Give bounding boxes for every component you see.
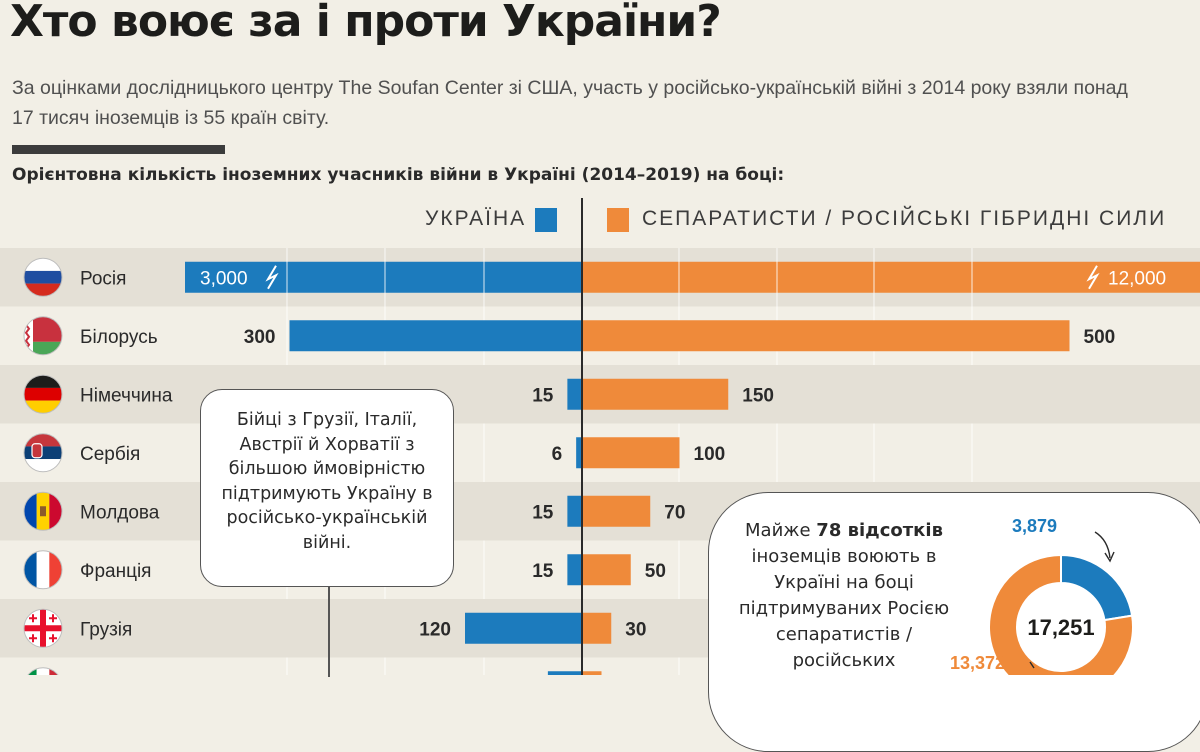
bar-separatists bbox=[582, 495, 651, 527]
donut-chart: 17,251 3,879 13,372 bbox=[950, 516, 1134, 675]
value-label-ukraine: 120 bbox=[419, 619, 451, 640]
bar-ukraine bbox=[567, 554, 582, 586]
donut-arrow bbox=[1094, 531, 1111, 559]
country-label: Сербія bbox=[80, 444, 140, 465]
bar-separatists bbox=[582, 612, 612, 644]
donut-slice-separatists bbox=[988, 553, 1134, 675]
value-label-separatists: 100 bbox=[694, 444, 726, 465]
value-label-separatists: 50 bbox=[645, 561, 666, 582]
axis-break-mark bbox=[1086, 265, 1100, 290]
france-flag-icon bbox=[24, 550, 62, 589]
georgia-flag-icon bbox=[24, 609, 62, 648]
flag-ring bbox=[23, 491, 63, 531]
flag-ring bbox=[23, 550, 63, 590]
country-label: Білорусь bbox=[80, 327, 158, 348]
bar-separatists bbox=[582, 320, 1070, 352]
value-label-ukraine: 15 bbox=[532, 561, 554, 582]
value-label-ukraine: 6 bbox=[552, 444, 563, 465]
moldova-flag-icon bbox=[24, 492, 62, 531]
page-subtitle: За оцінками дослідницького центру The So… bbox=[12, 77, 1128, 129]
germany-flag-icon bbox=[24, 375, 62, 414]
bar-ukraine bbox=[547, 671, 582, 675]
callout-leader-line bbox=[328, 587, 330, 677]
stat-text: Майже 78 відсотків іноземців воюють в Ук… bbox=[730, 518, 958, 674]
chart-heading: Орієнтовна кількість іноземних учасників… bbox=[12, 165, 785, 185]
title-rule bbox=[12, 145, 225, 154]
value-label-ukraine: 15 bbox=[532, 385, 554, 406]
axis-break-mark bbox=[265, 265, 279, 290]
flag-ring bbox=[23, 433, 63, 473]
page-title: Хто воює за і проти України? bbox=[10, 0, 722, 47]
value-label-separatists: 12,000 bbox=[1108, 268, 1166, 289]
stat-text-before: Майже bbox=[745, 520, 817, 541]
value-label-separatists: 500 bbox=[1084, 327, 1116, 348]
donut-ukraine-label: 3,879 bbox=[1012, 516, 1057, 536]
callout-box: Бійці з Грузії, Італії, Австрії й Хорват… bbox=[200, 389, 454, 587]
legend-label-ukraine: Україна bbox=[425, 207, 527, 230]
donut-separatists-label: 13,372 bbox=[950, 653, 1005, 673]
legend-label-separatists: Сепаратисти / російські гібридні сили bbox=[642, 207, 1167, 230]
flag-ring bbox=[23, 374, 63, 414]
legend-swatch-ukraine bbox=[535, 208, 557, 232]
value-label-ukraine: 300 bbox=[244, 327, 276, 348]
country-label: Росія bbox=[80, 268, 126, 289]
flag-ring bbox=[27, 667, 59, 675]
legend-swatch-separatists bbox=[607, 208, 629, 232]
country-label: Франція bbox=[80, 561, 151, 582]
value-label-ukraine: 3,000 bbox=[200, 268, 248, 289]
value-label-separatists: 30 bbox=[625, 619, 646, 640]
bar-ukraine bbox=[465, 612, 582, 644]
stat-text-after: іноземців воюють в Україні на боці підтр… bbox=[738, 546, 950, 671]
russia-flag-icon bbox=[24, 258, 62, 297]
bar-ukraine bbox=[567, 378, 582, 410]
bar-ukraine bbox=[185, 261, 582, 293]
bar-separatists bbox=[582, 378, 729, 410]
flag-ring bbox=[23, 316, 63, 356]
country-label: Грузія bbox=[80, 619, 132, 640]
donut-arrow-2 bbox=[1029, 661, 1035, 669]
value-label-ukraine: 15 bbox=[532, 502, 554, 523]
bar-ukraine bbox=[289, 320, 582, 352]
country-label: Німеччина bbox=[80, 385, 173, 406]
value-label-separatists: 70 bbox=[664, 502, 685, 523]
flag-ring bbox=[23, 608, 63, 648]
country-label: Молдова bbox=[80, 502, 160, 523]
bar-separatists bbox=[582, 437, 680, 469]
donut-total-label: 17,251 bbox=[1027, 615, 1094, 640]
value-label-separatists: 150 bbox=[742, 385, 774, 406]
bar-separatists bbox=[582, 554, 631, 586]
bar-separatists bbox=[582, 671, 602, 675]
donut-slice-ukraine bbox=[1060, 553, 1134, 622]
stat-highlight: 78 відсотків bbox=[816, 520, 943, 541]
flag-ring bbox=[23, 257, 63, 297]
serbia-flag-icon bbox=[24, 433, 62, 472]
donut-arrow-head bbox=[1104, 551, 1115, 563]
bar-ukraine bbox=[576, 437, 582, 469]
bar-ukraine bbox=[567, 495, 582, 527]
